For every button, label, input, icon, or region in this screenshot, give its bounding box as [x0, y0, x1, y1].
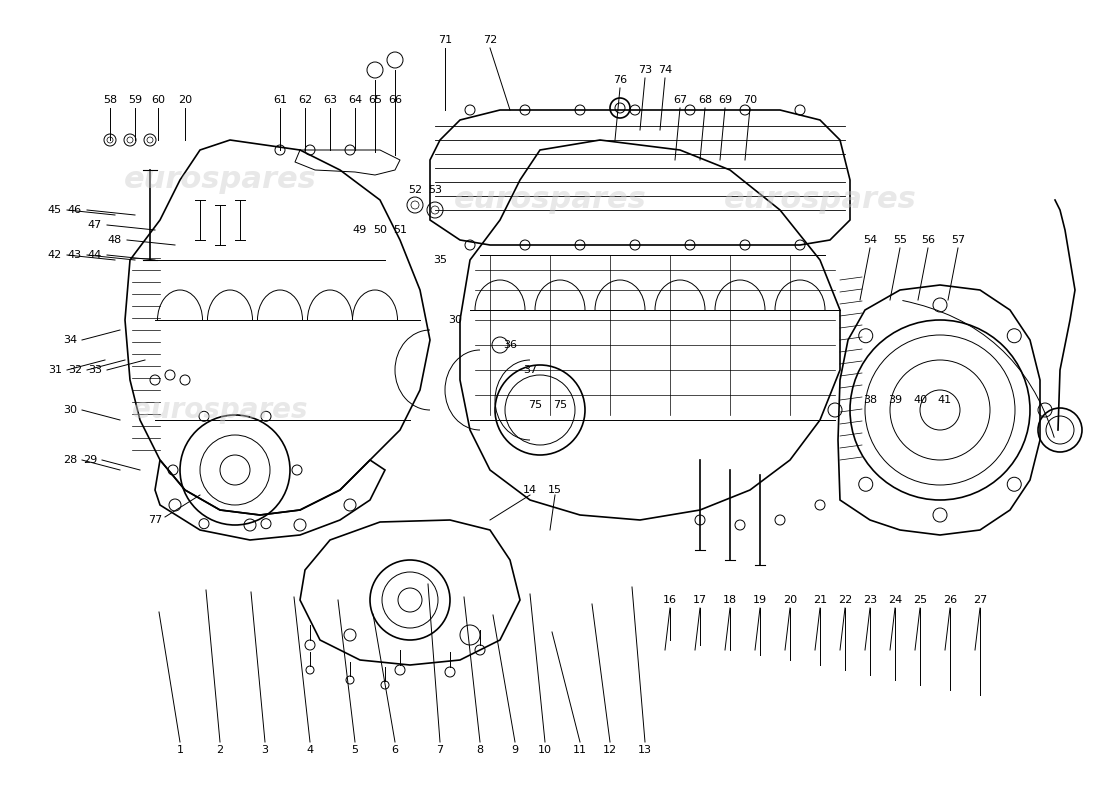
- Text: 18: 18: [723, 595, 737, 605]
- Text: 63: 63: [323, 95, 337, 105]
- Text: 43: 43: [68, 250, 82, 260]
- Text: 30: 30: [63, 405, 77, 415]
- Text: 6: 6: [392, 745, 398, 755]
- Text: 61: 61: [273, 95, 287, 105]
- Text: 10: 10: [538, 745, 552, 755]
- Text: 4: 4: [307, 745, 314, 755]
- Text: 12: 12: [603, 745, 617, 755]
- Text: eurospares: eurospares: [132, 396, 308, 424]
- Text: 41: 41: [938, 395, 953, 405]
- Text: 13: 13: [638, 745, 652, 755]
- Text: 39: 39: [888, 395, 902, 405]
- Text: 49: 49: [353, 225, 367, 235]
- Text: 73: 73: [638, 65, 652, 75]
- Text: 57: 57: [950, 235, 965, 245]
- Text: 40: 40: [913, 395, 927, 405]
- Text: 52: 52: [408, 185, 422, 195]
- Text: 23: 23: [862, 595, 877, 605]
- Text: 65: 65: [368, 95, 382, 105]
- Text: 34: 34: [63, 335, 77, 345]
- Text: 9: 9: [512, 745, 518, 755]
- Text: 5: 5: [352, 745, 359, 755]
- Text: 58: 58: [103, 95, 117, 105]
- Text: 8: 8: [476, 745, 484, 755]
- Text: 67: 67: [673, 95, 688, 105]
- Text: 42: 42: [48, 250, 62, 260]
- Text: 77: 77: [147, 515, 162, 525]
- Text: 76: 76: [613, 75, 627, 85]
- Text: 20: 20: [178, 95, 192, 105]
- Text: 53: 53: [428, 185, 442, 195]
- Text: 3: 3: [262, 745, 268, 755]
- Text: 44: 44: [88, 250, 102, 260]
- Text: 37: 37: [522, 365, 537, 375]
- Text: 33: 33: [88, 365, 102, 375]
- Text: 59: 59: [128, 95, 142, 105]
- Text: 46: 46: [68, 205, 82, 215]
- Text: eurospares: eurospares: [123, 166, 317, 194]
- Text: 2: 2: [217, 745, 223, 755]
- Text: 45: 45: [48, 205, 62, 215]
- Text: eurospares: eurospares: [453, 186, 647, 214]
- Text: 17: 17: [693, 595, 707, 605]
- Text: 32: 32: [68, 365, 82, 375]
- Text: 54: 54: [862, 235, 877, 245]
- Text: 48: 48: [108, 235, 122, 245]
- Text: 24: 24: [888, 595, 902, 605]
- Text: 15: 15: [548, 485, 562, 495]
- Text: 47: 47: [88, 220, 102, 230]
- Text: eurospares: eurospares: [724, 186, 916, 214]
- Text: 51: 51: [393, 225, 407, 235]
- Text: 30: 30: [448, 315, 462, 325]
- Text: 21: 21: [813, 595, 827, 605]
- Text: 69: 69: [718, 95, 733, 105]
- Text: 14: 14: [522, 485, 537, 495]
- Text: 72: 72: [483, 35, 497, 45]
- Text: 74: 74: [658, 65, 672, 75]
- Text: 7: 7: [437, 745, 443, 755]
- Text: 16: 16: [663, 595, 676, 605]
- Text: 1: 1: [176, 745, 184, 755]
- Text: 35: 35: [433, 255, 447, 265]
- Text: 71: 71: [438, 35, 452, 45]
- Text: 25: 25: [913, 595, 927, 605]
- Text: 26: 26: [943, 595, 957, 605]
- Text: 70: 70: [742, 95, 757, 105]
- Text: 75: 75: [528, 400, 542, 410]
- Text: 56: 56: [921, 235, 935, 245]
- Text: 11: 11: [573, 745, 587, 755]
- Text: 20: 20: [783, 595, 798, 605]
- Text: 75: 75: [553, 400, 568, 410]
- Text: 68: 68: [697, 95, 712, 105]
- Text: 66: 66: [388, 95, 401, 105]
- Text: 19: 19: [752, 595, 767, 605]
- Text: 62: 62: [298, 95, 312, 105]
- Text: 55: 55: [893, 235, 907, 245]
- Text: 22: 22: [838, 595, 853, 605]
- Text: 28: 28: [63, 455, 77, 465]
- Text: 38: 38: [862, 395, 877, 405]
- Text: 27: 27: [972, 595, 987, 605]
- Text: 31: 31: [48, 365, 62, 375]
- Text: 64: 64: [348, 95, 362, 105]
- Text: 50: 50: [373, 225, 387, 235]
- Text: 36: 36: [503, 340, 517, 350]
- Text: 60: 60: [151, 95, 165, 105]
- Text: 29: 29: [82, 455, 97, 465]
